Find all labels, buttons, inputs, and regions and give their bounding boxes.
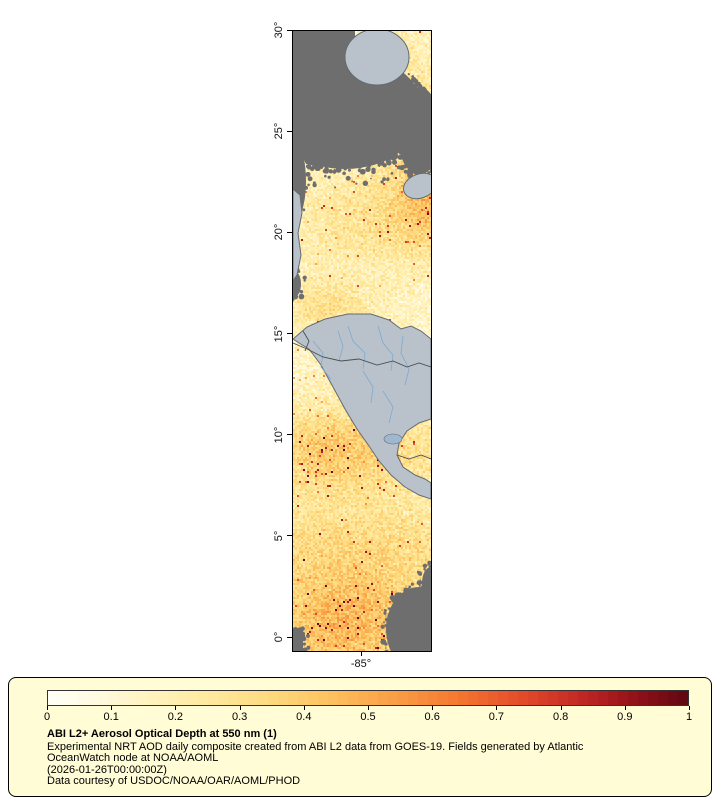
colorbar-tick-mark <box>239 706 241 710</box>
colorbar-tick-label: 0.3 <box>231 711 248 723</box>
colorbar-tick-mark <box>303 706 305 710</box>
colorbar-tick-label: 0.4 <box>296 711 312 723</box>
colorbar-tick-label: 0.5 <box>360 711 376 723</box>
lat-tick-label: 15° <box>273 325 285 342</box>
colorbar-tick-mark <box>496 706 498 710</box>
colorbar-tick-mark <box>560 706 562 710</box>
lat-tick-mark <box>287 434 292 436</box>
legend-text: ABI L2+ Aerosol Optical Depth at 550 nm … <box>47 728 689 788</box>
lat-tick-label: 25° <box>273 122 285 140</box>
legend-credit: Data courtesy of USDOC/NOAA/OAR/AOML/PHO… <box>47 775 301 787</box>
legend-timestamp: (2026-01-26T00:00:00Z) <box>47 763 167 776</box>
lat-tick-label: 30° <box>273 21 285 39</box>
map-frame <box>292 30 432 652</box>
lat-tick-mark <box>287 231 292 233</box>
colorbar-tick-label: 0 <box>43 711 51 723</box>
lat-tick-mark <box>287 535 292 537</box>
colorbar-tick-label: 0.6 <box>424 711 440 723</box>
lat-tick-mark <box>287 130 292 132</box>
colorbar-tick-label: 0.7 <box>488 711 505 723</box>
colorbar-gradient <box>47 690 689 706</box>
lat-tick-mark <box>287 333 292 334</box>
colorbar <box>47 690 689 706</box>
colorbar-tick-label: 0.1 <box>103 711 119 723</box>
lat-tick-label: 20° <box>273 224 285 241</box>
lat-tick-mark <box>287 636 292 638</box>
lat-tick-label: 5° <box>273 530 285 542</box>
lat-tick-label: 10° <box>273 426 285 443</box>
colorbar-tick-label: 0.9 <box>617 711 633 723</box>
colorbar-tick-mark <box>624 706 626 710</box>
colorbar-tick-mark <box>689 706 690 710</box>
colorbar-tick-mark <box>111 706 113 710</box>
legend-title: ABI L2+ Aerosol Optical Depth at 550 nm … <box>47 728 277 740</box>
colorbar-tick-labels: 0 0.1 0.2 0.3 0.4 0.5 0.6 0.7 0.8 0.9 1 <box>43 711 693 724</box>
colorbar-tick-label: 0.8 <box>552 711 569 723</box>
colorbar-tick-mark <box>368 706 369 710</box>
lat-tick-label: 0° <box>273 631 285 643</box>
lon-tick-label: -85° <box>350 658 372 670</box>
legend-box: 0 0.1 0.2 0.3 0.4 0.5 0.6 0.7 0.8 0.9 1 ABI L2+ Ae… <box>8 677 712 797</box>
colorbar-tick-mark <box>432 706 434 710</box>
lon-tick-mark <box>360 651 362 656</box>
colorbar-tick-label: 1 <box>685 711 693 723</box>
colorbar-tick-label: 0.2 <box>167 711 184 723</box>
lat-tick-mark <box>287 29 292 31</box>
colorbar-tick-mark <box>175 706 177 710</box>
legend-description-line-1: Experimental NRT AOD daily composite cre… <box>47 740 584 753</box>
legend-description-line-2: OceanWatch node at NOAA/AOML <box>47 752 219 764</box>
colorbar-tick-mark <box>47 706 48 710</box>
aerosol-map-canvas <box>293 31 431 651</box>
colorbar-ticks <box>47 706 690 710</box>
